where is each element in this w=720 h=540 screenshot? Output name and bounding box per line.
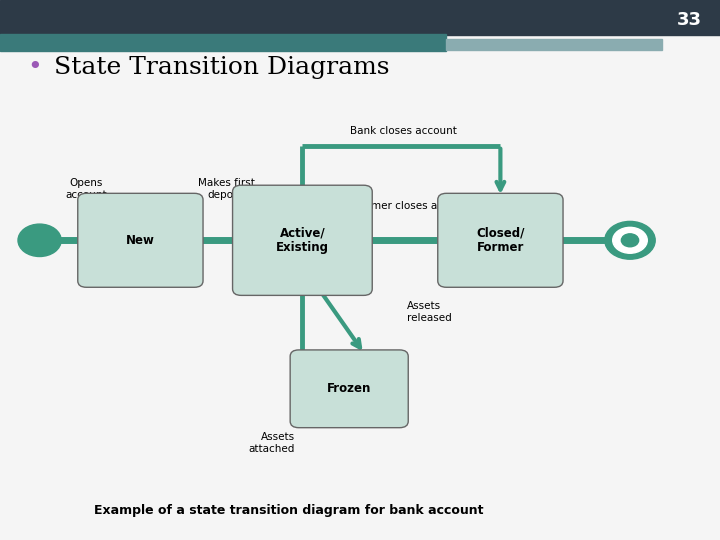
FancyBboxPatch shape	[438, 193, 563, 287]
Text: 33: 33	[677, 11, 702, 29]
Text: Bank closes account: Bank closes account	[350, 126, 456, 136]
Text: Assets
attached: Assets attached	[249, 432, 295, 454]
Circle shape	[605, 221, 655, 259]
Bar	[446, 39, 662, 50]
FancyBboxPatch shape	[290, 350, 408, 428]
Text: New: New	[126, 234, 155, 247]
Circle shape	[621, 234, 639, 247]
Text: Closed/
Former: Closed/ Former	[476, 226, 525, 254]
FancyBboxPatch shape	[78, 193, 203, 287]
Text: Customer closes account: Customer closes account	[341, 200, 472, 211]
Text: Example of a state transition diagram for bank account: Example of a state transition diagram fo…	[94, 504, 483, 517]
Bar	[0, 34, 446, 51]
Bar	[0, 0, 720, 35]
Circle shape	[18, 224, 61, 256]
Text: State Transition Diagrams: State Transition Diagrams	[54, 56, 390, 79]
Text: Frozen: Frozen	[327, 382, 372, 395]
Circle shape	[613, 227, 647, 253]
FancyBboxPatch shape	[233, 185, 372, 295]
Text: Makes first
deposit: Makes first deposit	[199, 178, 255, 200]
Text: Active/
Existing: Active/ Existing	[276, 226, 329, 254]
Text: Assets
released: Assets released	[407, 301, 451, 322]
Text: •: •	[27, 56, 42, 79]
Text: Opens
account: Opens account	[66, 178, 107, 200]
